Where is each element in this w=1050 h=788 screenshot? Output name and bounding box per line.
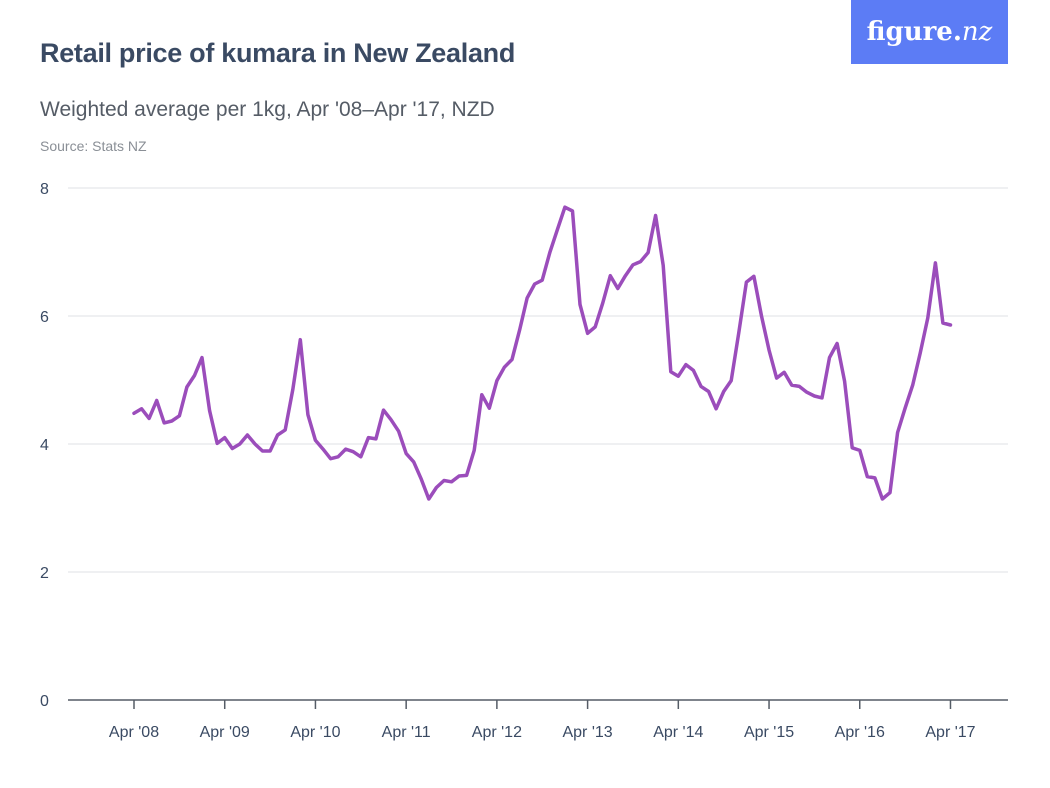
figure-nz-logo[interactable]: figure. nz (851, 0, 1008, 64)
y-tick-label: 6 (40, 309, 49, 326)
x-tick-label: Apr '15 (744, 724, 794, 741)
x-tick-label: Apr '11 (382, 724, 431, 741)
y-tick-label: 4 (40, 437, 49, 454)
y-tick-label: 8 (40, 181, 49, 198)
x-tick-label: Apr '12 (472, 724, 522, 741)
logo-text-suffix: nz (961, 17, 993, 47)
x-tick-label: Apr '10 (290, 724, 340, 741)
logo-text-main: figure. (866, 17, 962, 47)
x-tick-label: Apr '13 (562, 724, 612, 741)
chart-title: Retail price of kumara in New Zealand (40, 38, 516, 68)
series-line (132, 205, 953, 501)
chart-source: Source: Stats NZ (40, 138, 147, 154)
x-tick-label: Apr '14 (653, 724, 703, 741)
x-tick-label: Apr '09 (200, 724, 250, 741)
x-tick-label: Apr '08 (109, 724, 159, 741)
chart-subtitle: Weighted average per 1kg, Apr '08–Apr '1… (40, 98, 495, 121)
x-tick-label: Apr '17 (925, 724, 975, 741)
y-tick-label: 2 (40, 565, 49, 582)
y-tick-label: 0 (40, 693, 49, 710)
x-tick-label: Apr '16 (835, 724, 885, 741)
